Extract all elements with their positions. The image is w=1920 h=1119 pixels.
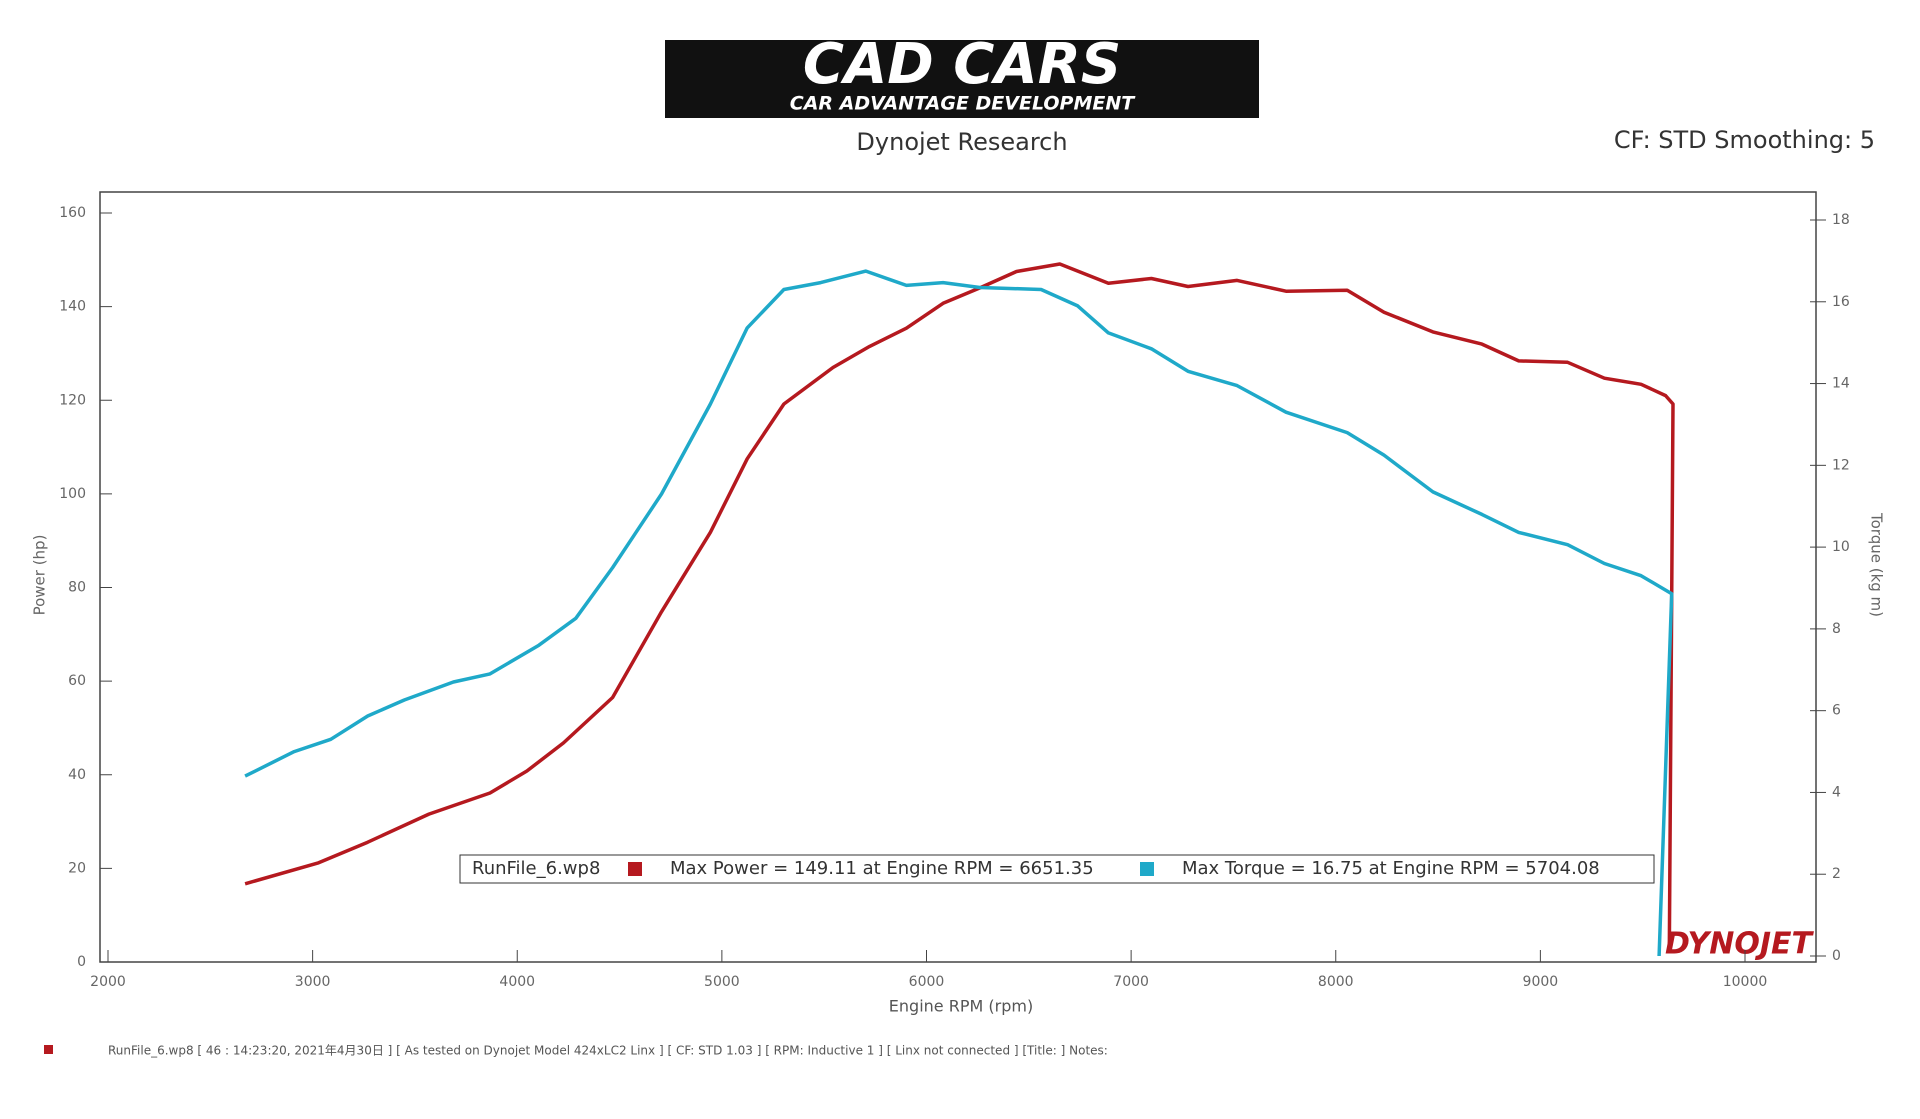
plot-frame — [99, 191, 1817, 963]
x-tick-label: 8000 — [1318, 974, 1354, 990]
logo-box — [665, 40, 1259, 118]
legend-swatch — [1140, 862, 1154, 876]
y2-axis-label: Torque (kg m) — [1868, 512, 1886, 617]
x-tick-label: 7000 — [1113, 974, 1149, 990]
x-axis-label: Engine RPM (rpm) — [889, 997, 1033, 1016]
y-tick-label: 80 — [68, 580, 86, 596]
y-tick-label: 40 — [68, 767, 86, 783]
series-line — [244, 262, 1675, 953]
x-tick-label: 5000 — [704, 974, 740, 990]
y-tick-label: 100 — [59, 486, 86, 502]
y2-tick-label: 14 — [1832, 376, 1850, 392]
legend-swatch — [628, 862, 642, 876]
y2-tick-label: 0 — [1832, 948, 1841, 964]
x-tick-label: 2000 — [90, 974, 126, 990]
footer-marker — [44, 1045, 53, 1054]
legend-box — [459, 854, 1655, 884]
logo-subtitle: CAR ADVANTAGE DEVELOPMENT — [790, 93, 1136, 115]
x-tick-label: 3000 — [295, 974, 331, 990]
logo-title: CAD CARS — [803, 32, 1121, 97]
y2-tick-label: 12 — [1832, 457, 1850, 473]
y-tick-label: 140 — [59, 299, 86, 315]
y2-tick-label: 8 — [1832, 621, 1841, 637]
y2-tick-label: 2 — [1832, 866, 1841, 882]
y-tick-label: 120 — [59, 392, 86, 408]
y-tick-label: 160 — [59, 205, 86, 221]
y-tick-label: 20 — [68, 860, 86, 876]
legend-label: Max Torque = 16.75 at Engine RPM = 5704.… — [1182, 858, 1600, 879]
subtitle: Dynojet Research — [856, 128, 1067, 156]
y-tick-label: 0 — [77, 954, 86, 970]
x-tick-label: 10000 — [1723, 974, 1768, 990]
legend: RunFile_6.wp8 — [459, 854, 1655, 884]
y2-tick-label: 16 — [1832, 294, 1850, 310]
legend-title: RunFile_6.wp8 — [472, 858, 600, 879]
y2-tick-label: 18 — [1832, 212, 1850, 228]
x-tick-label: 9000 — [1523, 974, 1559, 990]
y-tick-label: 60 — [68, 673, 86, 689]
y2-tick-label: 4 — [1832, 784, 1841, 800]
settings: CF: STD Smoothing: 5 — [1614, 126, 1875, 154]
legend-label: Max Power = 149.11 at Engine RPM = 6651.… — [670, 858, 1094, 879]
y2-tick-label: 6 — [1832, 703, 1841, 719]
x-tick-label: 6000 — [909, 974, 945, 990]
x-tick-label: 4000 — [499, 974, 535, 990]
brand: DYNOJET — [1665, 927, 1815, 962]
y-axis-label: Power (hp) — [31, 535, 49, 616]
series-line — [244, 269, 1674, 957]
footer-notes: RunFile_6.wp8 [ 46 : 14:23:20, 2021年4月30… — [108, 1044, 1108, 1058]
y2-tick-label: 10 — [1832, 539, 1850, 555]
